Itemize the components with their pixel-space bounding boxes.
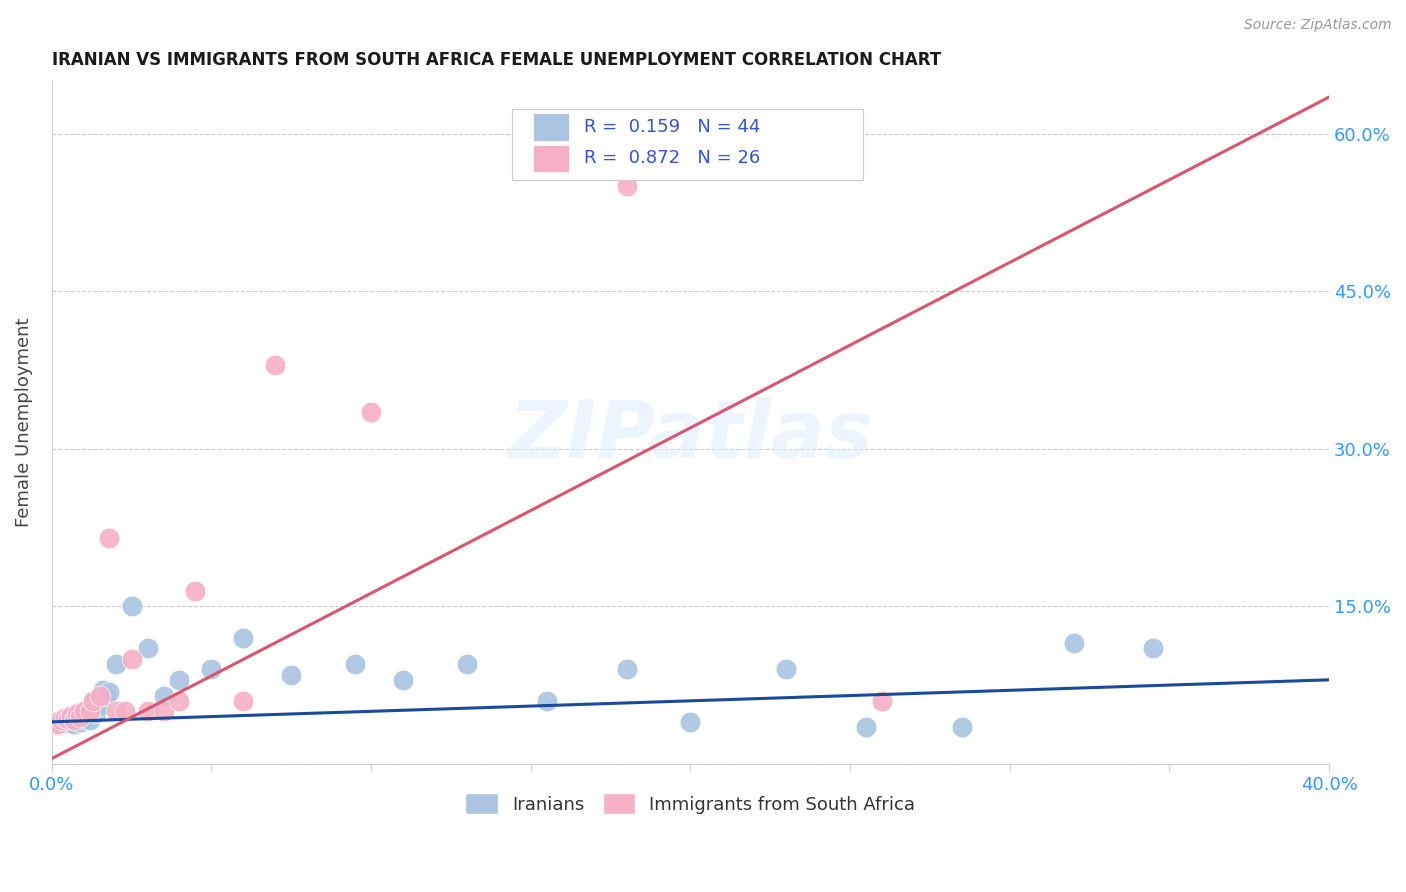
Point: [66, 707, 89, 722]
Point: [73, 712, 96, 726]
Point: [56, 712, 79, 726]
Point: [44, 714, 66, 729]
Point: [136, 704, 159, 718]
Point: [51, 717, 73, 731]
Point: [136, 641, 159, 656]
Point: [89, 699, 111, 714]
Point: [775, 662, 797, 676]
Point: [73, 704, 96, 718]
Point: [69, 709, 91, 723]
Point: [63, 713, 86, 727]
Point: [46, 717, 69, 731]
Text: ZIPatlas: ZIPatlas: [508, 397, 873, 475]
Point: [82, 694, 104, 708]
Legend: Iranians, Immigrants from South Africa: Iranians, Immigrants from South Africa: [457, 784, 925, 823]
Point: [104, 704, 127, 718]
Point: [53, 715, 76, 730]
FancyBboxPatch shape: [512, 109, 863, 180]
Point: [59, 714, 82, 728]
Point: [63, 717, 86, 731]
Point: [76, 704, 98, 718]
Point: [66, 713, 89, 727]
Point: [63, 711, 86, 725]
FancyBboxPatch shape: [533, 113, 569, 141]
Point: [456, 657, 478, 671]
Point: [69, 714, 91, 729]
Point: [98, 685, 121, 699]
Point: [184, 583, 207, 598]
Point: [360, 405, 382, 419]
Point: [950, 720, 973, 734]
Point: [79, 713, 101, 727]
Point: [91, 683, 114, 698]
Point: [56, 709, 79, 723]
Point: [870, 694, 893, 708]
Point: [98, 531, 121, 545]
Text: Source: ZipAtlas.com: Source: ZipAtlas.com: [1244, 18, 1392, 32]
Point: [232, 631, 254, 645]
Point: [1063, 636, 1085, 650]
Point: [66, 706, 89, 721]
Point: [121, 652, 143, 666]
Y-axis label: Female Unemployment: Female Unemployment: [15, 318, 32, 527]
Point: [200, 662, 222, 676]
Point: [114, 704, 136, 718]
Point: [53, 711, 76, 725]
Point: [46, 718, 69, 732]
Text: IRANIAN VS IMMIGRANTS FROM SOUTH AFRICA FEMALE UNEMPLOYMENT CORRELATION CHART: IRANIAN VS IMMIGRANTS FROM SOUTH AFRICA …: [52, 51, 941, 69]
Point: [51, 713, 73, 727]
Point: [616, 662, 638, 676]
Point: [855, 720, 877, 734]
Point: [280, 667, 302, 681]
Point: [1142, 641, 1164, 656]
Point: [344, 657, 367, 671]
Point: [94, 689, 117, 703]
Text: R =  0.872   N = 26: R = 0.872 N = 26: [585, 150, 761, 168]
Point: [79, 704, 101, 718]
Point: [392, 673, 415, 687]
Point: [56, 714, 79, 729]
Text: R =  0.159   N = 44: R = 0.159 N = 44: [585, 118, 761, 136]
Point: [264, 358, 287, 372]
Point: [51, 713, 73, 727]
Point: [59, 708, 82, 723]
Point: [169, 694, 191, 708]
Point: [536, 694, 558, 708]
FancyBboxPatch shape: [533, 145, 569, 172]
Point: [232, 694, 254, 708]
Point: [121, 599, 143, 614]
Point: [59, 708, 82, 723]
Point: [616, 179, 638, 194]
Point: [169, 673, 191, 687]
Point: [89, 689, 111, 703]
Point: [104, 657, 127, 671]
Point: [152, 704, 174, 718]
Point: [69, 709, 91, 723]
Point: [82, 694, 104, 708]
Point: [86, 706, 108, 721]
Point: [44, 714, 66, 729]
Point: [152, 689, 174, 703]
Point: [53, 712, 76, 726]
Point: [679, 714, 702, 729]
